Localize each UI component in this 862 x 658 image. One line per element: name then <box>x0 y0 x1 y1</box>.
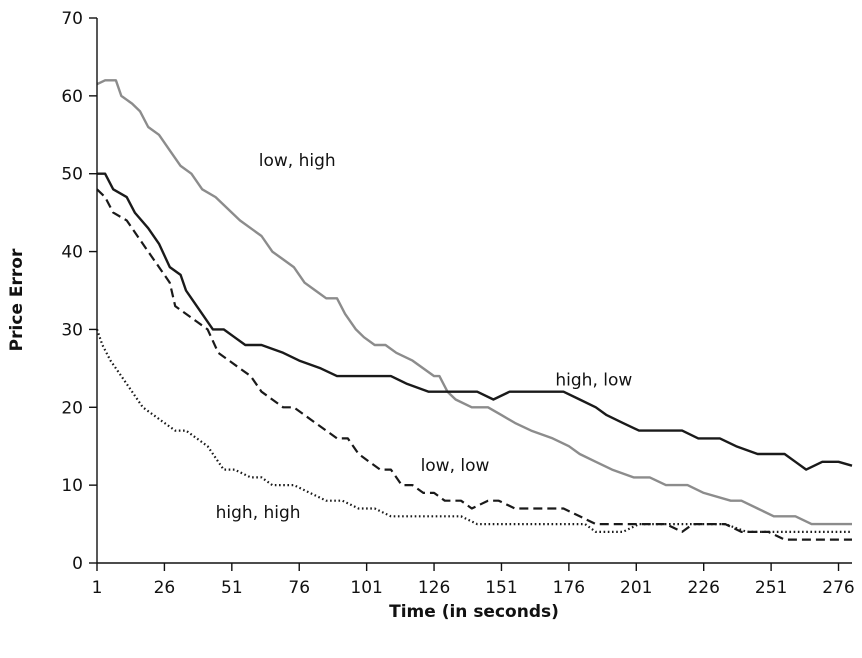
series-labels: low, high high, low low, low high, high <box>216 151 633 523</box>
plot-area <box>95 79 853 541</box>
series-line-high-high <box>95 329 852 533</box>
series-line-high-low <box>97 172 853 471</box>
y-axis-title: Price Error <box>7 248 27 351</box>
series-line-low-low <box>96 188 852 541</box>
x-tick-label: 1 <box>92 578 103 598</box>
y-tick-label: 10 <box>61 476 83 496</box>
x-axis-title: Time (in seconds) <box>389 602 559 622</box>
y-tick-label: 20 <box>61 398 83 418</box>
x-tick-label: 176 <box>553 578 585 598</box>
x-tick-label: 101 <box>350 578 382 598</box>
y-tick-label: 60 <box>61 87 83 107</box>
y-tick-label: 30 <box>61 320 83 340</box>
y-tick-label: 0 <box>72 554 83 574</box>
x-tick-label: 201 <box>620 578 652 598</box>
y-axis-ticks: 0 10 20 30 40 50 60 70 <box>61 9 97 574</box>
x-tick-label: 126 <box>418 578 450 598</box>
y-tick-label: 50 <box>61 165 83 185</box>
x-tick-label: 151 <box>485 578 517 598</box>
series-line-low-high <box>96 79 852 526</box>
y-tick-label: 40 <box>61 243 83 263</box>
series-label-high-high: high, high <box>216 503 301 523</box>
x-tick-label: 251 <box>755 578 787 598</box>
series-label-low-low: low, low <box>421 456 490 476</box>
x-tick-label: 276 <box>822 578 854 598</box>
x-tick-label: 51 <box>221 578 243 598</box>
axes <box>96 18 852 564</box>
x-tick-label: 26 <box>154 578 176 598</box>
series-label-low-high: low, high <box>259 151 336 171</box>
y-tick-label: 70 <box>61 9 83 29</box>
x-tick-label: 76 <box>288 578 310 598</box>
series-label-high-low: high, low <box>555 370 632 390</box>
x-tick-label: 226 <box>687 578 719 598</box>
x-axis-ticks: 1 26 51 76 101 126 151 176 201 226 251 276 <box>92 563 855 598</box>
